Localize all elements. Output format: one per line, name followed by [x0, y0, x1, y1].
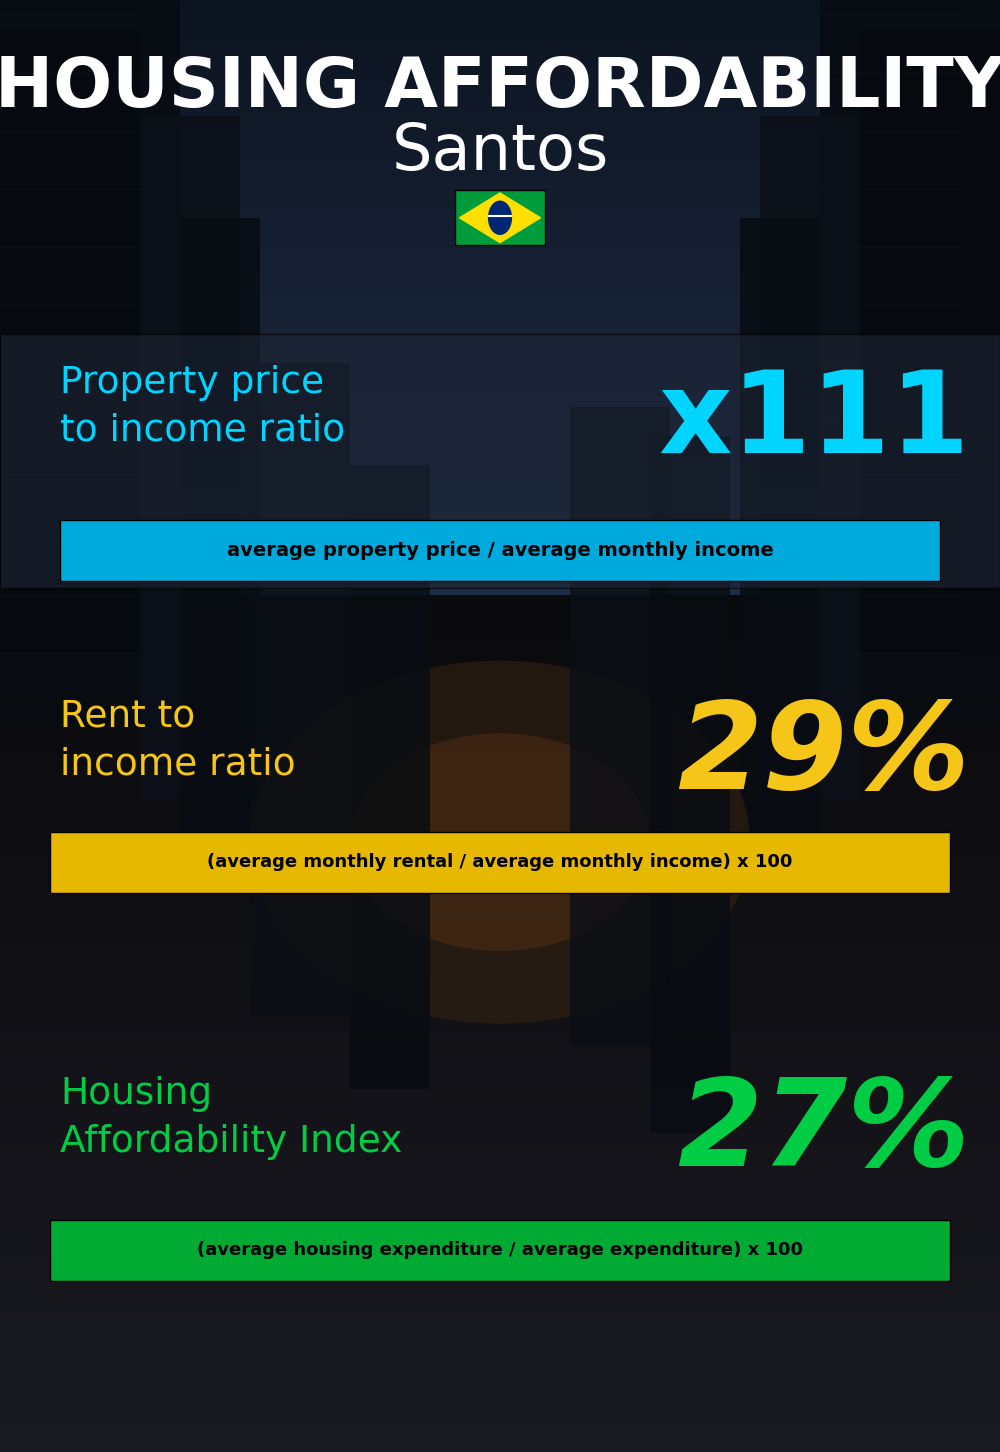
Bar — [140, 116, 240, 799]
Text: x111: x111 — [659, 366, 970, 476]
Bar — [250, 363, 350, 1016]
Circle shape — [489, 202, 511, 234]
Text: 27%: 27% — [677, 1074, 970, 1191]
Text: (average housing expenditure / average expenditure) x 100: (average housing expenditure / average e… — [197, 1241, 803, 1259]
Bar — [0, 0, 180, 726]
FancyBboxPatch shape — [455, 190, 545, 245]
Text: (average monthly rental / average monthly income) x 100: (average monthly rental / average monthl… — [207, 854, 793, 871]
Bar — [820, 0, 1000, 726]
FancyBboxPatch shape — [50, 832, 950, 893]
Bar — [650, 436, 730, 1133]
Bar — [740, 218, 820, 871]
Bar — [180, 218, 260, 871]
Bar — [860, 29, 1000, 653]
Ellipse shape — [250, 661, 750, 1024]
Bar — [570, 407, 670, 1045]
Text: HOUSING AFFORDABILITY: HOUSING AFFORDABILITY — [0, 54, 1000, 121]
Polygon shape — [460, 193, 540, 242]
FancyBboxPatch shape — [50, 1220, 950, 1281]
Bar — [0, 29, 140, 653]
Bar — [760, 116, 860, 799]
Text: average property price / average monthly income: average property price / average monthly… — [227, 540, 773, 560]
Text: Santos: Santos — [391, 122, 609, 183]
Bar — [350, 465, 430, 1089]
Text: Property price
to income ratio: Property price to income ratio — [60, 364, 345, 449]
Text: Rent to
income ratio: Rent to income ratio — [60, 698, 296, 783]
Text: Housing
Affordability Index: Housing Affordability Index — [60, 1076, 402, 1160]
Text: 29%: 29% — [677, 697, 970, 813]
FancyBboxPatch shape — [0, 334, 1000, 588]
FancyBboxPatch shape — [60, 520, 940, 581]
Ellipse shape — [350, 733, 650, 951]
